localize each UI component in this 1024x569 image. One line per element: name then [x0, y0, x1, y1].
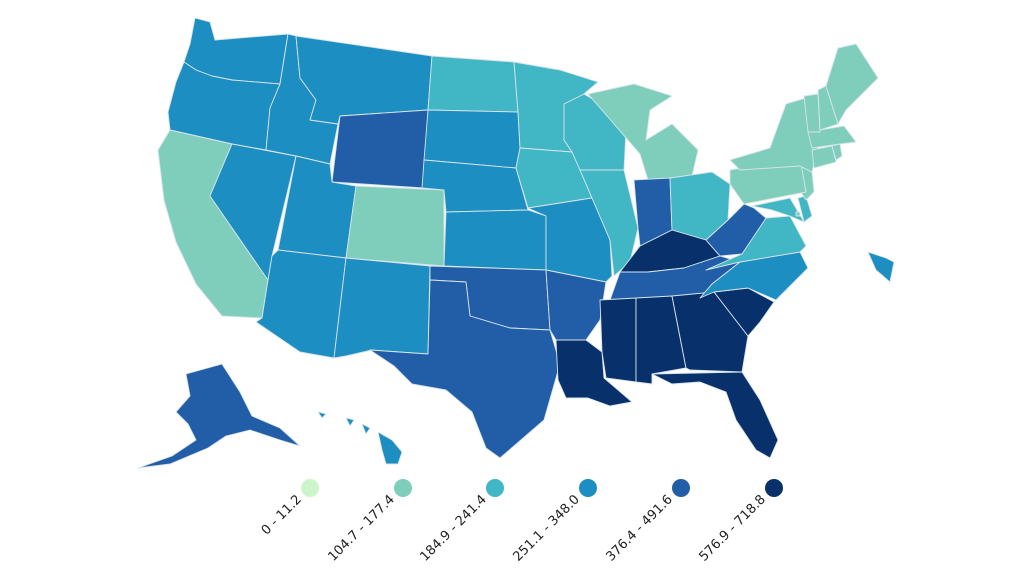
legend-swatch-5	[765, 479, 783, 497]
legend-label-5: 576.9 - 718.8	[696, 492, 768, 564]
legend-swatch-0	[301, 479, 319, 497]
state-wyoming[interactable]	[331, 109, 429, 189]
legend: 0 - 11.2 104.7 - 177.4 184.9 - 241.4 251.1 …	[259, 479, 783, 565]
states-layer	[137, 17, 895, 469]
state-maryland[interactable]	[751, 197, 805, 223]
state-florida[interactable]	[651, 371, 779, 459]
state-maine[interactable]	[825, 43, 879, 125]
state-texas[interactable]	[369, 279, 561, 459]
legend-swatch-1	[394, 479, 412, 497]
state-vermont[interactable]	[803, 93, 821, 133]
state-louisiana[interactable]	[555, 339, 633, 407]
state-west-virginia[interactable]	[705, 203, 767, 257]
state-mississippi[interactable]	[599, 297, 637, 383]
legend-swatch-2	[486, 479, 504, 497]
state-new-york[interactable]	[729, 97, 819, 173]
state-south-dakota[interactable]	[423, 109, 521, 169]
state-michigan[interactable]	[587, 83, 699, 181]
state-kansas[interactable]	[443, 209, 547, 271]
state-arkansas[interactable]	[545, 269, 607, 341]
legend-label-4: 376.4 - 491.6	[603, 492, 675, 564]
state-hawaii[interactable]	[317, 251, 895, 465]
legend-label-1: 104.7 - 177.4	[325, 492, 397, 564]
state-alaska[interactable]	[137, 363, 301, 469]
state-district-of-columbia[interactable]	[795, 211, 801, 217]
legend-label-2: 184.9 - 241.4	[417, 492, 489, 564]
state-north-dakota[interactable]	[427, 55, 519, 113]
legend-swatch-4	[672, 479, 690, 497]
legend-label-0: 0 - 11.2	[259, 492, 305, 538]
legend-swatch-3	[579, 479, 597, 497]
state-colorado[interactable]	[345, 185, 445, 267]
state-connecticut[interactable]	[811, 145, 837, 169]
state-new-mexico[interactable]	[333, 257, 431, 359]
legend-label-3: 251.1 - 348.0	[510, 492, 582, 564]
